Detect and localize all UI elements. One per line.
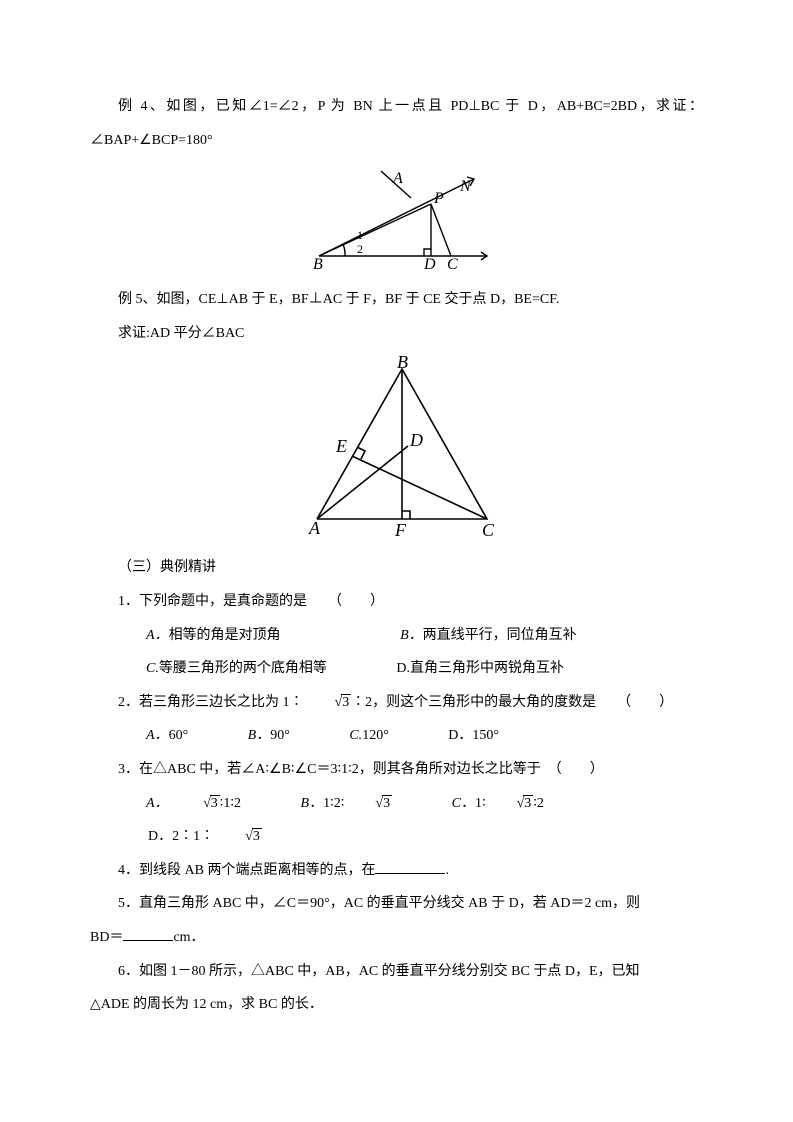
q1-row2: C.等腰三角形的两个底角相等 D.直角三角形中两锐角互补 (90, 652, 703, 686)
label-a: A (392, 170, 403, 187)
q5-pre: BD＝ (90, 930, 123, 945)
q1-d: 直角三角形中两锐角互补 (410, 661, 564, 676)
label-e2: E (335, 436, 347, 456)
q2-a-label: A． (146, 728, 169, 743)
example-4-text: 例 4、如图，已知∠1=∠2，P 为 BN 上一点且 PD⊥BC 于 D，AB+… (90, 90, 703, 157)
q3-stem: 3．在△ABC 中，若∠A∶∠B∶∠C＝3∶1∶2，则其各角所对边长之比等于 （… (90, 753, 703, 787)
label-n: N (459, 178, 472, 195)
label-c: C (447, 256, 458, 271)
example-5-line1: 例 5、如图，CE⊥AB 于 E，BF⊥AC 于 F，BF 于 CE 交于点 D… (90, 283, 703, 317)
q3-b-rad: 3 (382, 795, 392, 811)
q3-a-label: A． (146, 796, 169, 811)
q1-c: 等腰三角形的两个底角相等 (159, 661, 327, 676)
label-d2: D (409, 430, 423, 450)
q3-c-label: C． (452, 796, 475, 811)
q6-line1: 6．如图 1－80 所示，△ABC 中，AB，AC 的垂直平分线分别交 BC 于… (90, 955, 703, 989)
q2-stem: 2．若三角形三边长之比为 1∶ 3∶2，则这个三角形中的最大角的度数是 （ ） (90, 686, 703, 720)
q2-d-label: D． (448, 728, 472, 743)
q4-pre: 4．到线段 AB 两个端点距离相等的点，在 (118, 863, 375, 878)
q2-stem-post: ∶2，则这个三角形中的最大角的度数是 （ ） (351, 695, 673, 710)
q2-opts: A．60° B．90° C.120° D．150° (90, 719, 703, 753)
q1-b-label: B． (400, 628, 423, 643)
example-4-figure: A N P B D C 1 2 (90, 161, 703, 275)
label-angle-1: 1 (357, 228, 363, 242)
q2-d: 150° (472, 728, 499, 743)
triangle-bisector-diagram: B E D A F C (292, 354, 502, 539)
q1-c-label: C. (146, 661, 159, 676)
q2-stem-pre: 2．若三角形三边长之比为 1∶ (118, 695, 304, 710)
q3-c-pre: 1∶ (475, 796, 486, 811)
q3-b-label: B． (301, 796, 324, 811)
q2-a: 60° (169, 728, 189, 743)
q5-line1: 5．直角三角形 ABC 中，∠C＝90°，AC 的垂直平分线交 AB 于 D，若… (90, 887, 703, 921)
label-d: D (423, 256, 436, 271)
label-a2: A (308, 518, 321, 538)
label-f2: F (394, 520, 407, 539)
q3-b: 1∶2∶ (323, 796, 344, 811)
q2-rad: 3 (341, 694, 351, 710)
label-b: B (313, 256, 323, 271)
q3-d-label: D． (148, 829, 172, 844)
example-5-line2: 求证:AD 平分∠BAC (90, 317, 703, 351)
q3-d-rad: 3 (252, 828, 262, 844)
q1-a-label: A． (146, 628, 169, 643)
q5-line2: BD＝ cm． (90, 921, 703, 955)
q4: 4．到线段 AB 两个端点距离相等的点，在. (90, 854, 703, 888)
q4-post: . (445, 863, 449, 878)
example-5-figure: B E D A F C (90, 354, 703, 543)
q3-opts: A． 3∶1∶2 B．1∶2∶3 C．1∶3∶2 D．2∶1∶3 (90, 787, 703, 854)
q3-c-rad: 3 (523, 795, 533, 811)
q4-blank (375, 859, 445, 874)
q2-c-label: C. (349, 728, 362, 743)
page: 例 4、如图，已知∠1=∠2，P 为 BN 上一点且 PD⊥BC 于 D，AB+… (0, 0, 793, 1122)
angle-bisector-diagram: A N P B D C 1 2 (299, 161, 494, 271)
q3-a-post: ∶1∶2 (220, 796, 241, 811)
q1-b: 两直线平行，同位角互补 (423, 628, 577, 643)
label-p: P (433, 190, 444, 207)
q2-c: 120° (362, 728, 389, 743)
q3-d-pre: 2∶1∶ (172, 829, 214, 844)
q3-a-rad: 3 (210, 795, 220, 811)
label-angle-2: 2 (357, 242, 363, 256)
q1-a: 相等的角是对顶角 (169, 628, 281, 643)
q6-line2: △ADE 的周长为 12 cm，求 BC 的长． (90, 988, 703, 1022)
q5-blank (123, 926, 173, 941)
q3-c-post: ∶2 (533, 796, 544, 811)
label-b2: B (397, 354, 408, 372)
q1-stem: 1．下列命题中，是真命题的是 （ ） (90, 585, 703, 619)
q1-d-label: D. (396, 661, 410, 676)
q5-post: cm． (173, 930, 204, 945)
section-title: （三）典例精讲 (90, 551, 703, 585)
label-c2: C (482, 520, 495, 539)
q2-b-label: B． (248, 728, 271, 743)
q2-b: 90° (270, 728, 290, 743)
q1-row1: A．相等的角是对顶角 B．两直线平行，同位角互补 (90, 619, 703, 653)
